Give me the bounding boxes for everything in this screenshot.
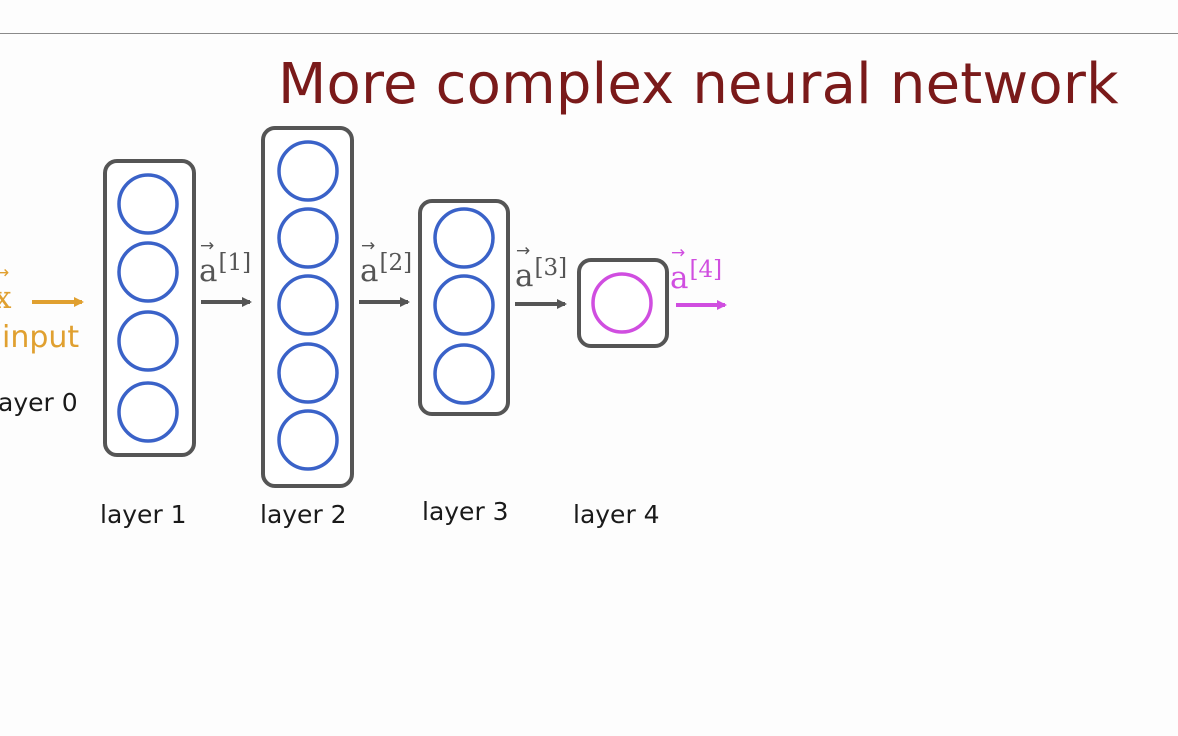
layer-2-neuron xyxy=(277,342,339,404)
vector-arrow-accent: → xyxy=(200,236,215,256)
vector-arrow-accent: → xyxy=(671,243,686,263)
activation-2-symbol: a → xyxy=(360,236,379,289)
activation-3-label: a → [3] xyxy=(515,241,568,294)
layer-0-label: ayer 0 xyxy=(0,388,78,417)
layer-3-neuron xyxy=(433,274,495,336)
layer-1-neuron xyxy=(117,381,179,443)
layer-1-box xyxy=(103,159,196,457)
layer-3-box xyxy=(418,199,510,416)
layer-2-neuron xyxy=(277,207,339,269)
layer-3-neuron xyxy=(433,343,495,405)
vector-arrow-accent: → xyxy=(361,236,376,256)
input-label: input xyxy=(2,320,80,355)
slide-title: More complex neural network xyxy=(278,52,1119,117)
layer-4-neuron xyxy=(591,272,653,334)
input-vector-x: x → xyxy=(0,263,11,316)
activation-3-superscript: [3] xyxy=(534,255,568,281)
layer-1-neuron xyxy=(117,173,179,235)
vector-arrow-accent: → xyxy=(516,241,531,261)
layer-4-label: layer 4 xyxy=(573,500,660,529)
activation-4-superscript: [4] xyxy=(689,257,723,283)
layer-3-neuron xyxy=(433,207,495,269)
activation-3-symbol: a → xyxy=(515,241,534,294)
activation-1-superscript: [1] xyxy=(218,250,252,276)
activation-1-symbol: a → xyxy=(199,236,218,289)
layer-1-label: layer 1 xyxy=(100,500,187,529)
activation-1-label: a → [1] xyxy=(199,236,252,289)
layer-1-neuron xyxy=(117,310,179,372)
activation-4-symbol: a → xyxy=(670,243,689,296)
layer-2-label: layer 2 xyxy=(260,500,347,529)
activation-2-superscript: [2] xyxy=(379,250,413,276)
activation-2-label: a → [2] xyxy=(360,236,413,289)
layer-1-neuron xyxy=(117,241,179,303)
input-vector-symbol: x → xyxy=(0,263,11,316)
layer-2-neuron xyxy=(277,140,339,202)
vector-arrow-accent: → xyxy=(0,263,10,283)
layer-2-neuron xyxy=(277,274,339,336)
layer-2-neuron xyxy=(277,409,339,471)
layer-3-label: layer 3 xyxy=(422,497,509,526)
activation-4-label: a → [4] xyxy=(670,243,723,296)
top-rule xyxy=(0,33,1178,34)
